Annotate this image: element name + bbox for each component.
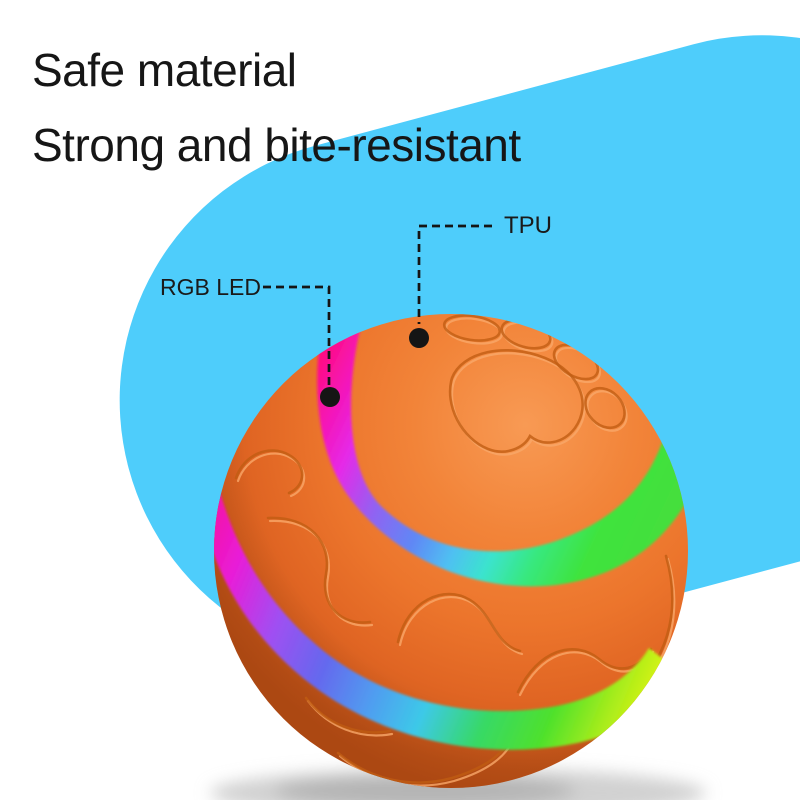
callout-rgb-led-label: RGB LED bbox=[160, 274, 261, 300]
headline-line2: Strong and bite-resistant bbox=[32, 119, 521, 171]
callout-tpu-label: TPU bbox=[504, 212, 552, 239]
headline-line1: Safe material bbox=[32, 44, 297, 96]
